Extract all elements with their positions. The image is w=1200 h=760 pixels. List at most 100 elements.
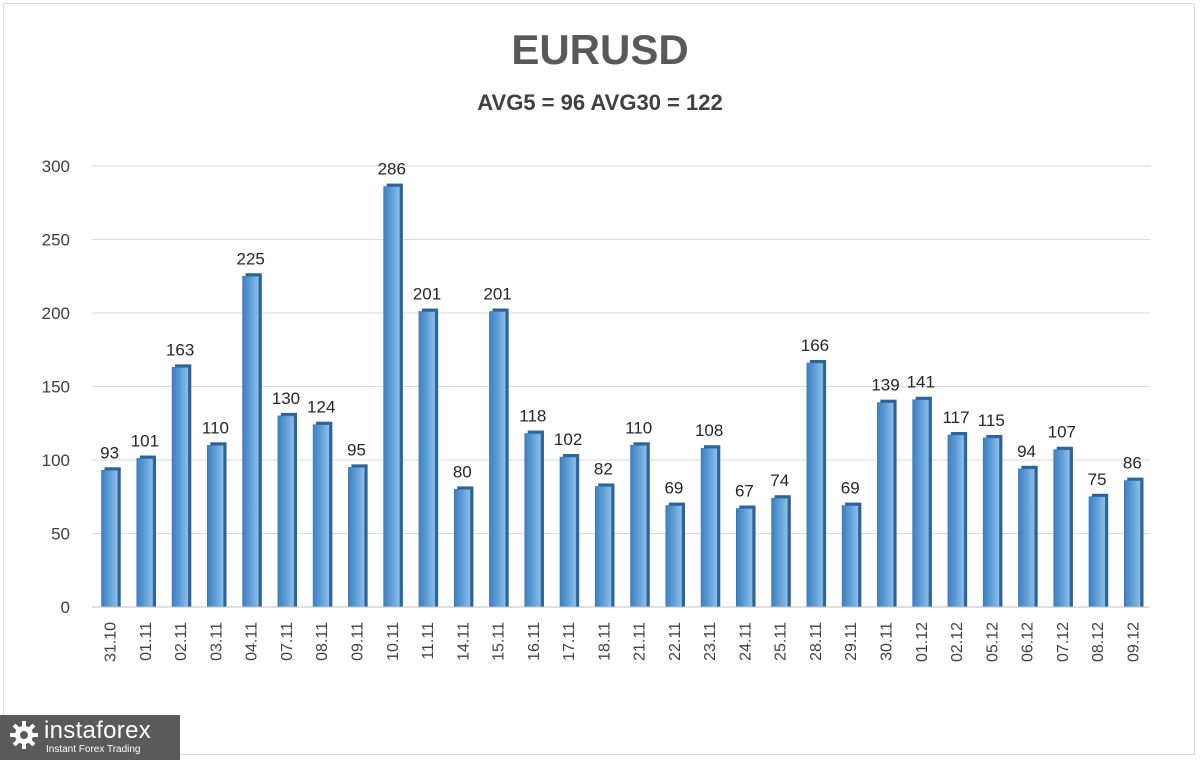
x-tick-label: 23.11 bbox=[702, 622, 719, 661]
bar bbox=[348, 467, 365, 608]
x-tick-label: 01.12 bbox=[914, 622, 931, 662]
y-tick-label: 100 bbox=[42, 451, 70, 470]
x-tick-label: 21.11 bbox=[632, 622, 649, 661]
x-tick-label: 22.11 bbox=[667, 622, 684, 661]
bar bbox=[207, 444, 224, 608]
y-tick-label: 300 bbox=[42, 157, 70, 176]
bar bbox=[806, 362, 824, 608]
bar bbox=[841, 505, 859, 608]
x-tick-label: 04.11 bbox=[244, 622, 261, 661]
x-tick-label: 06.12 bbox=[1020, 622, 1037, 662]
x-tick-label: 25.11 bbox=[773, 622, 790, 661]
bar bbox=[418, 311, 436, 608]
x-tick-label: 01.11 bbox=[138, 622, 155, 661]
bar bbox=[912, 399, 930, 608]
chart-frame bbox=[3, 3, 1195, 755]
x-tick-label: 14.11 bbox=[455, 622, 472, 661]
bar bbox=[771, 497, 789, 608]
y-tick-label: 200 bbox=[42, 304, 70, 323]
data-label: 201 bbox=[413, 285, 441, 304]
data-label: 86 bbox=[1123, 454, 1142, 473]
x-tick-label: 24.11 bbox=[737, 622, 754, 661]
bar bbox=[383, 186, 401, 608]
data-label: 101 bbox=[131, 432, 159, 451]
data-label: 225 bbox=[237, 249, 265, 268]
x-tick-label: 18.11 bbox=[596, 622, 613, 661]
data-label: 201 bbox=[483, 285, 511, 304]
bar bbox=[700, 447, 718, 608]
bar bbox=[1088, 496, 1106, 608]
x-tick-label: 29.11 bbox=[843, 622, 860, 661]
y-tick-label: 150 bbox=[42, 378, 70, 397]
y-tick-label: 250 bbox=[42, 231, 70, 250]
data-label: 163 bbox=[166, 340, 194, 359]
data-label: 102 bbox=[554, 430, 582, 449]
data-label: 82 bbox=[594, 459, 613, 478]
bar bbox=[312, 424, 330, 608]
bar bbox=[524, 433, 542, 608]
bar bbox=[453, 489, 471, 608]
bar bbox=[242, 275, 260, 608]
x-tick-label: 11.11 bbox=[420, 622, 437, 660]
bar bbox=[101, 469, 119, 608]
data-label: 166 bbox=[801, 336, 829, 355]
x-tick-label: 30.11 bbox=[879, 622, 896, 661]
data-label: 95 bbox=[347, 440, 366, 459]
data-label: 94 bbox=[1017, 442, 1036, 461]
x-tick-label: 16.11 bbox=[526, 622, 543, 661]
data-label: 74 bbox=[770, 471, 789, 490]
data-label: 108 bbox=[695, 421, 723, 440]
bar bbox=[982, 437, 1000, 608]
data-label: 80 bbox=[453, 462, 472, 481]
x-tick-label: 07.12 bbox=[1055, 622, 1072, 662]
data-label: 139 bbox=[871, 376, 899, 395]
x-tick-label: 07.11 bbox=[279, 622, 296, 661]
x-tick-label: 05.12 bbox=[984, 622, 1001, 662]
bar bbox=[1018, 468, 1035, 608]
y-tick-label: 0 bbox=[61, 598, 70, 617]
x-tick-label: 28.11 bbox=[808, 622, 825, 661]
data-label: 115 bbox=[978, 411, 1005, 430]
bar bbox=[559, 456, 577, 608]
data-label: 117 bbox=[942, 408, 969, 427]
bar bbox=[594, 486, 612, 608]
x-tick-label: 10.11 bbox=[385, 622, 402, 661]
data-label: 118 bbox=[519, 407, 546, 426]
data-label: 130 bbox=[272, 389, 300, 408]
data-label: 75 bbox=[1088, 470, 1107, 489]
data-label: 69 bbox=[841, 479, 860, 498]
data-label: 110 bbox=[202, 418, 229, 437]
instaforex-logo: instaforex Instant Forex Trading bbox=[0, 715, 180, 760]
x-tick-label: 02.12 bbox=[949, 622, 966, 662]
data-label: 286 bbox=[378, 160, 406, 179]
x-tick-label: 09.11 bbox=[350, 622, 367, 661]
data-label: 67 bbox=[735, 482, 754, 501]
x-tick-label: 08.11 bbox=[314, 622, 331, 661]
logo-tagline: Instant Forex Trading bbox=[46, 744, 141, 755]
x-tick-label: 08.12 bbox=[1090, 622, 1107, 662]
x-tick-label: 09.12 bbox=[1125, 622, 1142, 662]
bar bbox=[136, 458, 154, 608]
data-label: 110 bbox=[625, 418, 652, 437]
x-tick-label: 03.11 bbox=[208, 622, 225, 661]
bar bbox=[277, 415, 295, 608]
bar bbox=[171, 367, 189, 608]
x-tick-label: 17.11 bbox=[561, 622, 578, 661]
bar bbox=[736, 508, 753, 608]
bar bbox=[1053, 449, 1071, 608]
data-label: 69 bbox=[664, 479, 683, 498]
bar bbox=[630, 444, 648, 608]
x-tick-label: 02.11 bbox=[173, 622, 190, 661]
data-label: 124 bbox=[307, 398, 335, 417]
logo-name: instaforex bbox=[44, 717, 152, 744]
chart-title: EURUSD bbox=[511, 26, 689, 73]
data-label: 107 bbox=[1048, 423, 1076, 442]
y-tick-label: 50 bbox=[51, 525, 70, 544]
bar bbox=[489, 311, 506, 608]
bar-chart: 0 50 100 150 200 250 300 93 31.10 101 01.11 163 02.1… bbox=[42, 157, 1150, 662]
x-tick-label: 31.10 bbox=[103, 622, 120, 662]
data-label: 141 bbox=[907, 373, 935, 392]
data-label: 93 bbox=[100, 443, 119, 462]
bar bbox=[877, 402, 894, 608]
x-tick-label: 15.11 bbox=[491, 622, 508, 661]
